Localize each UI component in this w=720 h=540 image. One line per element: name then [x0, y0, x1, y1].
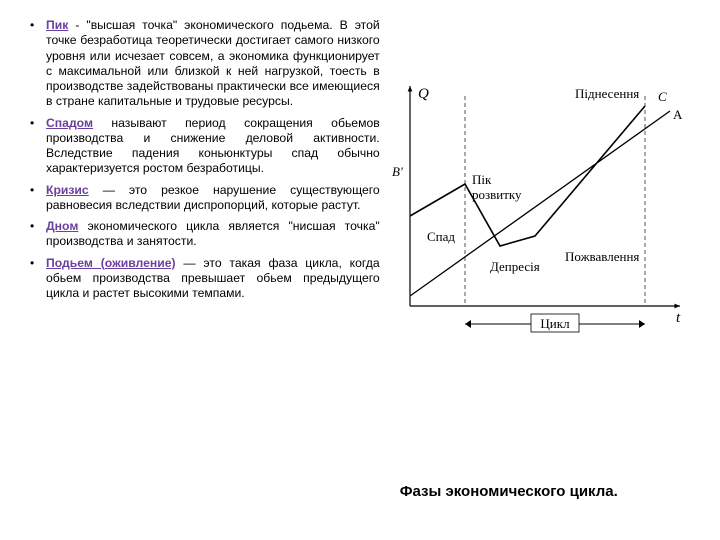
bullet-item: Кризис — это резкое нарушение существующ…: [24, 183, 380, 214]
bullet-list: Пик - "высшая точка" экономического подь…: [24, 18, 380, 301]
svg-text:Спад: Спад: [427, 229, 455, 244]
bullet-item: Подьем (оживление) — это такая фаза цикл…: [24, 256, 380, 302]
term: Дном: [46, 219, 78, 233]
term: Пик: [46, 18, 68, 32]
svg-text:Цикл: Цикл: [540, 316, 570, 331]
bullet-item: Пик - "высшая точка" экономического подь…: [24, 18, 380, 110]
svg-text:Піднесення: Піднесення: [575, 86, 639, 101]
svg-text:Пожвавлення: Пожвавлення: [565, 249, 639, 264]
term: Подьем (оживление): [46, 256, 176, 270]
svg-text:C: C: [658, 89, 667, 104]
term: Кризис: [46, 183, 89, 197]
term: Спадом: [46, 116, 93, 130]
svg-text:A: A: [673, 107, 683, 122]
svg-text:розвитку: розвитку: [472, 187, 522, 202]
chart-column: Qt B' Піднесення CA Пікрозвитку Спад Депресія П…: [390, 18, 696, 530]
bullet-list-container: Пик - "высшая точка" экономического подь…: [24, 18, 390, 530]
svg-text:Депресія: Депресія: [490, 259, 540, 274]
business-cycle-chart: Qt B' Піднесення CA Пікрозвитку Спад Депресія П…: [380, 76, 700, 356]
svg-text:Q: Q: [418, 86, 429, 102]
chart-caption: Фазы экономического цикла.: [400, 483, 618, 500]
svg-text:t: t: [676, 310, 681, 326]
bullet-item: Спадом называют период сокращения обьемо…: [24, 116, 380, 177]
svg-text:Пік: Пік: [472, 172, 492, 187]
svg-text:B': B': [392, 164, 403, 179]
bullet-item: Дном экономического цикла является "нисш…: [24, 219, 380, 250]
